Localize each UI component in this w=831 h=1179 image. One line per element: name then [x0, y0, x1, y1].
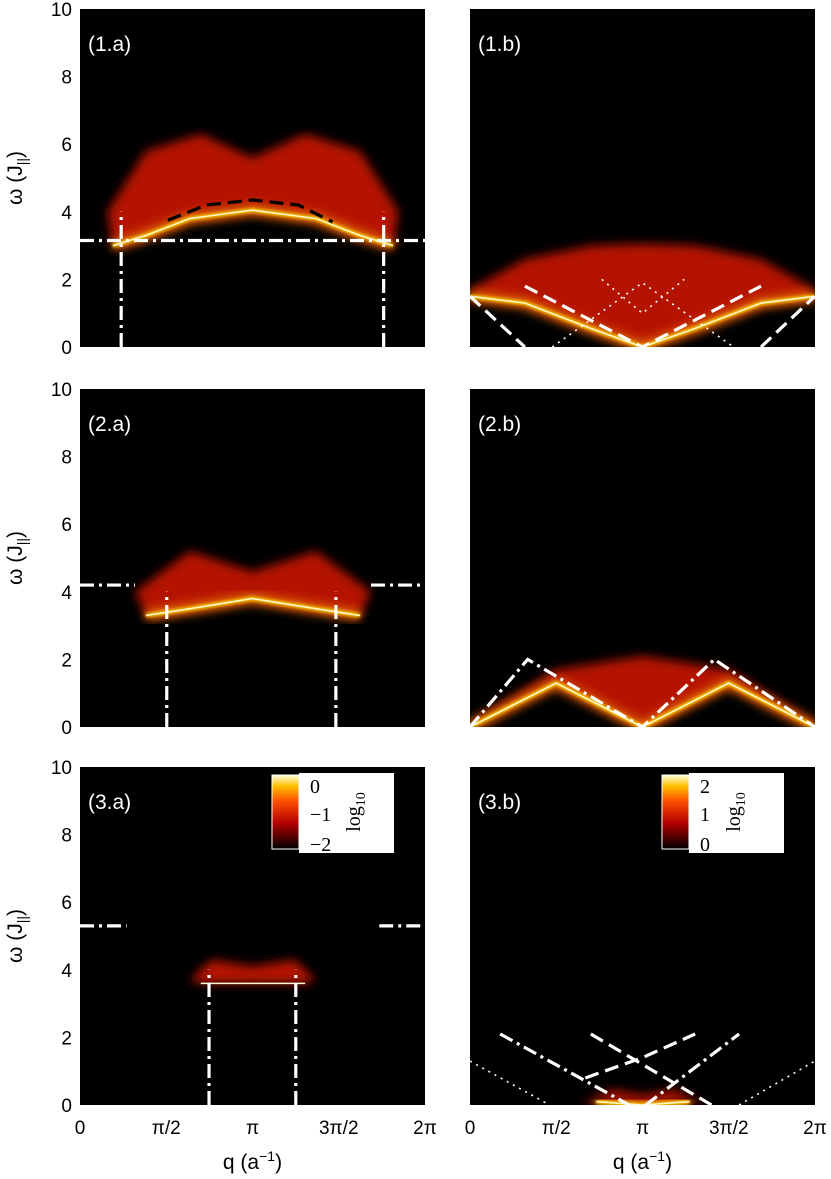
x-tick-label: 2π [803, 1118, 827, 1139]
colorbar-tick-label: 1 [700, 804, 710, 826]
x-tick-label: π [246, 1118, 259, 1139]
colorbar-tick-label: 2 [700, 776, 710, 798]
y-tick-label: 2 [61, 1028, 72, 1049]
y-tick-label: 4 [61, 583, 72, 604]
y-tick-label: 6 [61, 135, 72, 156]
x-tick-label: 0 [465, 1118, 476, 1139]
x-tick-label: π/2 [542, 1118, 571, 1139]
panel-2b: (2.b) [470, 389, 815, 727]
overlay-line-dashdot [644, 1032, 741, 1105]
x-axis-label: q (a−1) [613, 1148, 672, 1174]
y-tick-label: 6 [61, 893, 72, 914]
colorbar-tick-label: −1 [310, 804, 331, 826]
y-tick-label: 10 [51, 380, 72, 401]
plot-area [80, 389, 425, 727]
y-tick-label: 8 [61, 826, 72, 847]
y-tick-label: 0 [61, 718, 72, 739]
overlay-line-dash [759, 295, 815, 347]
x-tick-label: 0 [75, 1118, 86, 1139]
y-tick-label: 0 [61, 1096, 72, 1117]
x-tick-label: π/2 [152, 1118, 181, 1139]
continuum-region [189, 959, 317, 984]
y-tick-label: 10 [51, 0, 72, 21]
colorbar-label-bg [689, 773, 784, 853]
y-tick-label: 6 [61, 515, 72, 536]
colorbar-gradient [661, 774, 690, 850]
colorbar-tick-label: 0 [310, 776, 320, 798]
overlay-line-dash [589, 1032, 713, 1105]
y-tick-label: 2 [61, 270, 72, 291]
panel-label: (1.a) [88, 33, 131, 56]
colorbar-tick-label: −2 [310, 834, 331, 856]
overlay-line-dot [738, 1060, 815, 1105]
y-tick-label: 4 [61, 961, 72, 982]
panel-label: (2.b) [478, 413, 521, 436]
band-edge-core [470, 682, 815, 727]
panel-1b: (1.b) [470, 9, 815, 347]
y-tick-label: 10 [51, 758, 72, 779]
overlay-line-dash [524, 284, 762, 347]
panel-label: (2.a) [88, 413, 131, 436]
continuum-region [134, 551, 372, 616]
y-tick-label: 8 [61, 68, 72, 89]
x-tick-label: 2π [413, 1118, 437, 1139]
x-tick-label: 3π/2 [709, 1118, 749, 1139]
colorbar-tick-label: 0 [700, 834, 710, 856]
band-edge-core [596, 1100, 690, 1105]
x-tick-label: π [636, 1118, 649, 1139]
y-axis-label: ω (J||) [4, 909, 30, 963]
panel-label: (3.b) [478, 791, 521, 814]
x-tick-label: 3π/2 [319, 1118, 359, 1139]
panel-2a: (2.a) [80, 389, 425, 727]
colorbar-title: log10 [723, 792, 749, 832]
overlay-line-dashdot [470, 657, 815, 727]
colorbar-title: log10 [343, 792, 369, 832]
overlay-line-dash [167, 198, 334, 224]
panel-label: (3.a) [88, 791, 131, 814]
overlay-line-dash [470, 295, 526, 347]
y-tick-label: 0 [61, 338, 72, 359]
colorbar-gradient [271, 774, 300, 850]
band-edge-core [145, 597, 361, 617]
y-tick-label: 8 [61, 448, 72, 469]
panel-1a: (1.a) [80, 9, 425, 347]
colorbar-label-bg [299, 773, 394, 853]
overlay-line-dashdot [499, 1032, 631, 1105]
panel-label: (1.b) [478, 33, 521, 56]
band-edge-core [112, 209, 394, 247]
band-edge-core [470, 295, 815, 347]
colorbar-b: 2 1 0 log10 [661, 773, 784, 856]
overlay-line-dot [551, 281, 735, 347]
x-axis-label: q (a−1) [223, 1148, 282, 1174]
y-axis-label: ω (J||) [4, 531, 30, 585]
y-tick-label: 2 [61, 650, 72, 671]
y-tick-label: 4 [61, 203, 72, 224]
continuum-region [470, 656, 815, 727]
overlay-line-dot [470, 1060, 551, 1105]
y-axis-label: ω (J||) [4, 151, 30, 205]
continuum-region [470, 243, 815, 347]
colorbar-a: 0 −1 −2 log10 [271, 773, 394, 856]
